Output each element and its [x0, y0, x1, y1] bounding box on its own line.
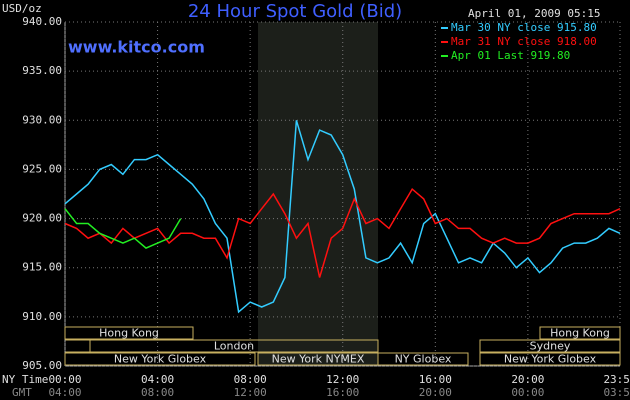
x2-tick-label: 16:00: [326, 386, 359, 399]
session-label: New York NYMEX: [272, 353, 365, 366]
x2-tick-label: 12:00: [234, 386, 267, 399]
x-tick-label: 12:00: [326, 373, 359, 386]
session-box: [64, 352, 256, 366]
y-tick-label: 925.00: [22, 162, 62, 175]
series-line: [64, 187, 621, 278]
x-tick-label: 16:00: [419, 373, 452, 386]
y-tick-label: 910.00: [22, 310, 62, 323]
series-line: [64, 208, 182, 249]
x2-tick-label: 03:59: [603, 386, 630, 399]
y-tick-label: 920.00: [22, 212, 62, 225]
x2-tick-label: 20:00: [419, 386, 452, 399]
x-axis-label: NY Time: [2, 373, 48, 386]
x-tick-label: 00:00: [48, 373, 81, 386]
x2-tick-label: 00:00: [511, 386, 544, 399]
legend-label: Mar 31 NY close 918.00: [451, 35, 597, 48]
session-box: [479, 339, 621, 353]
y-tick-label: 935.00: [22, 64, 62, 77]
y-tick-label: 940.00: [22, 15, 62, 28]
y-tick-label: 915.00: [22, 261, 62, 274]
timestamp: April 01, 2009 05:15: [468, 7, 600, 20]
session-label: Sydney: [530, 340, 571, 353]
nymex-shade: [258, 22, 378, 366]
x-tick-label: 08:00: [234, 373, 267, 386]
session-label: London: [214, 340, 254, 353]
y-tick-label: 930.00: [22, 113, 62, 126]
session-box: [64, 326, 194, 340]
session-label: New York Globex: [504, 353, 597, 366]
legend-label: Apr 01 Last 919.80: [451, 49, 570, 62]
x2-axis-label: GMT: [12, 386, 32, 399]
session-box: [89, 339, 379, 353]
session-label: Hong Kong: [99, 327, 159, 340]
session-box: [377, 352, 469, 366]
session-label: New York Globex: [114, 353, 207, 366]
y-axis-label: USD/oz: [2, 2, 42, 15]
session-label: Hong Kong: [550, 327, 610, 340]
session-box: [64, 339, 91, 353]
chart-title: 24 Hour Spot Gold (Bid): [188, 1, 402, 22]
session-box: [479, 352, 621, 366]
y-tick-label: 905.00: [22, 359, 62, 372]
legend-label: Mar 30 NY close 915.80: [451, 21, 597, 34]
x-tick-label: 23:59: [603, 373, 630, 386]
x2-tick-label: 04:00: [48, 386, 81, 399]
series-line: [64, 120, 621, 314]
session-label: NY Globex: [395, 353, 452, 366]
x-tick-label: 04:00: [141, 373, 174, 386]
x-tick-label: 20:00: [511, 373, 544, 386]
x2-tick-label: 08:00: [141, 386, 174, 399]
site-label: www.kitco.com: [68, 38, 205, 57]
session-box: [539, 326, 621, 340]
